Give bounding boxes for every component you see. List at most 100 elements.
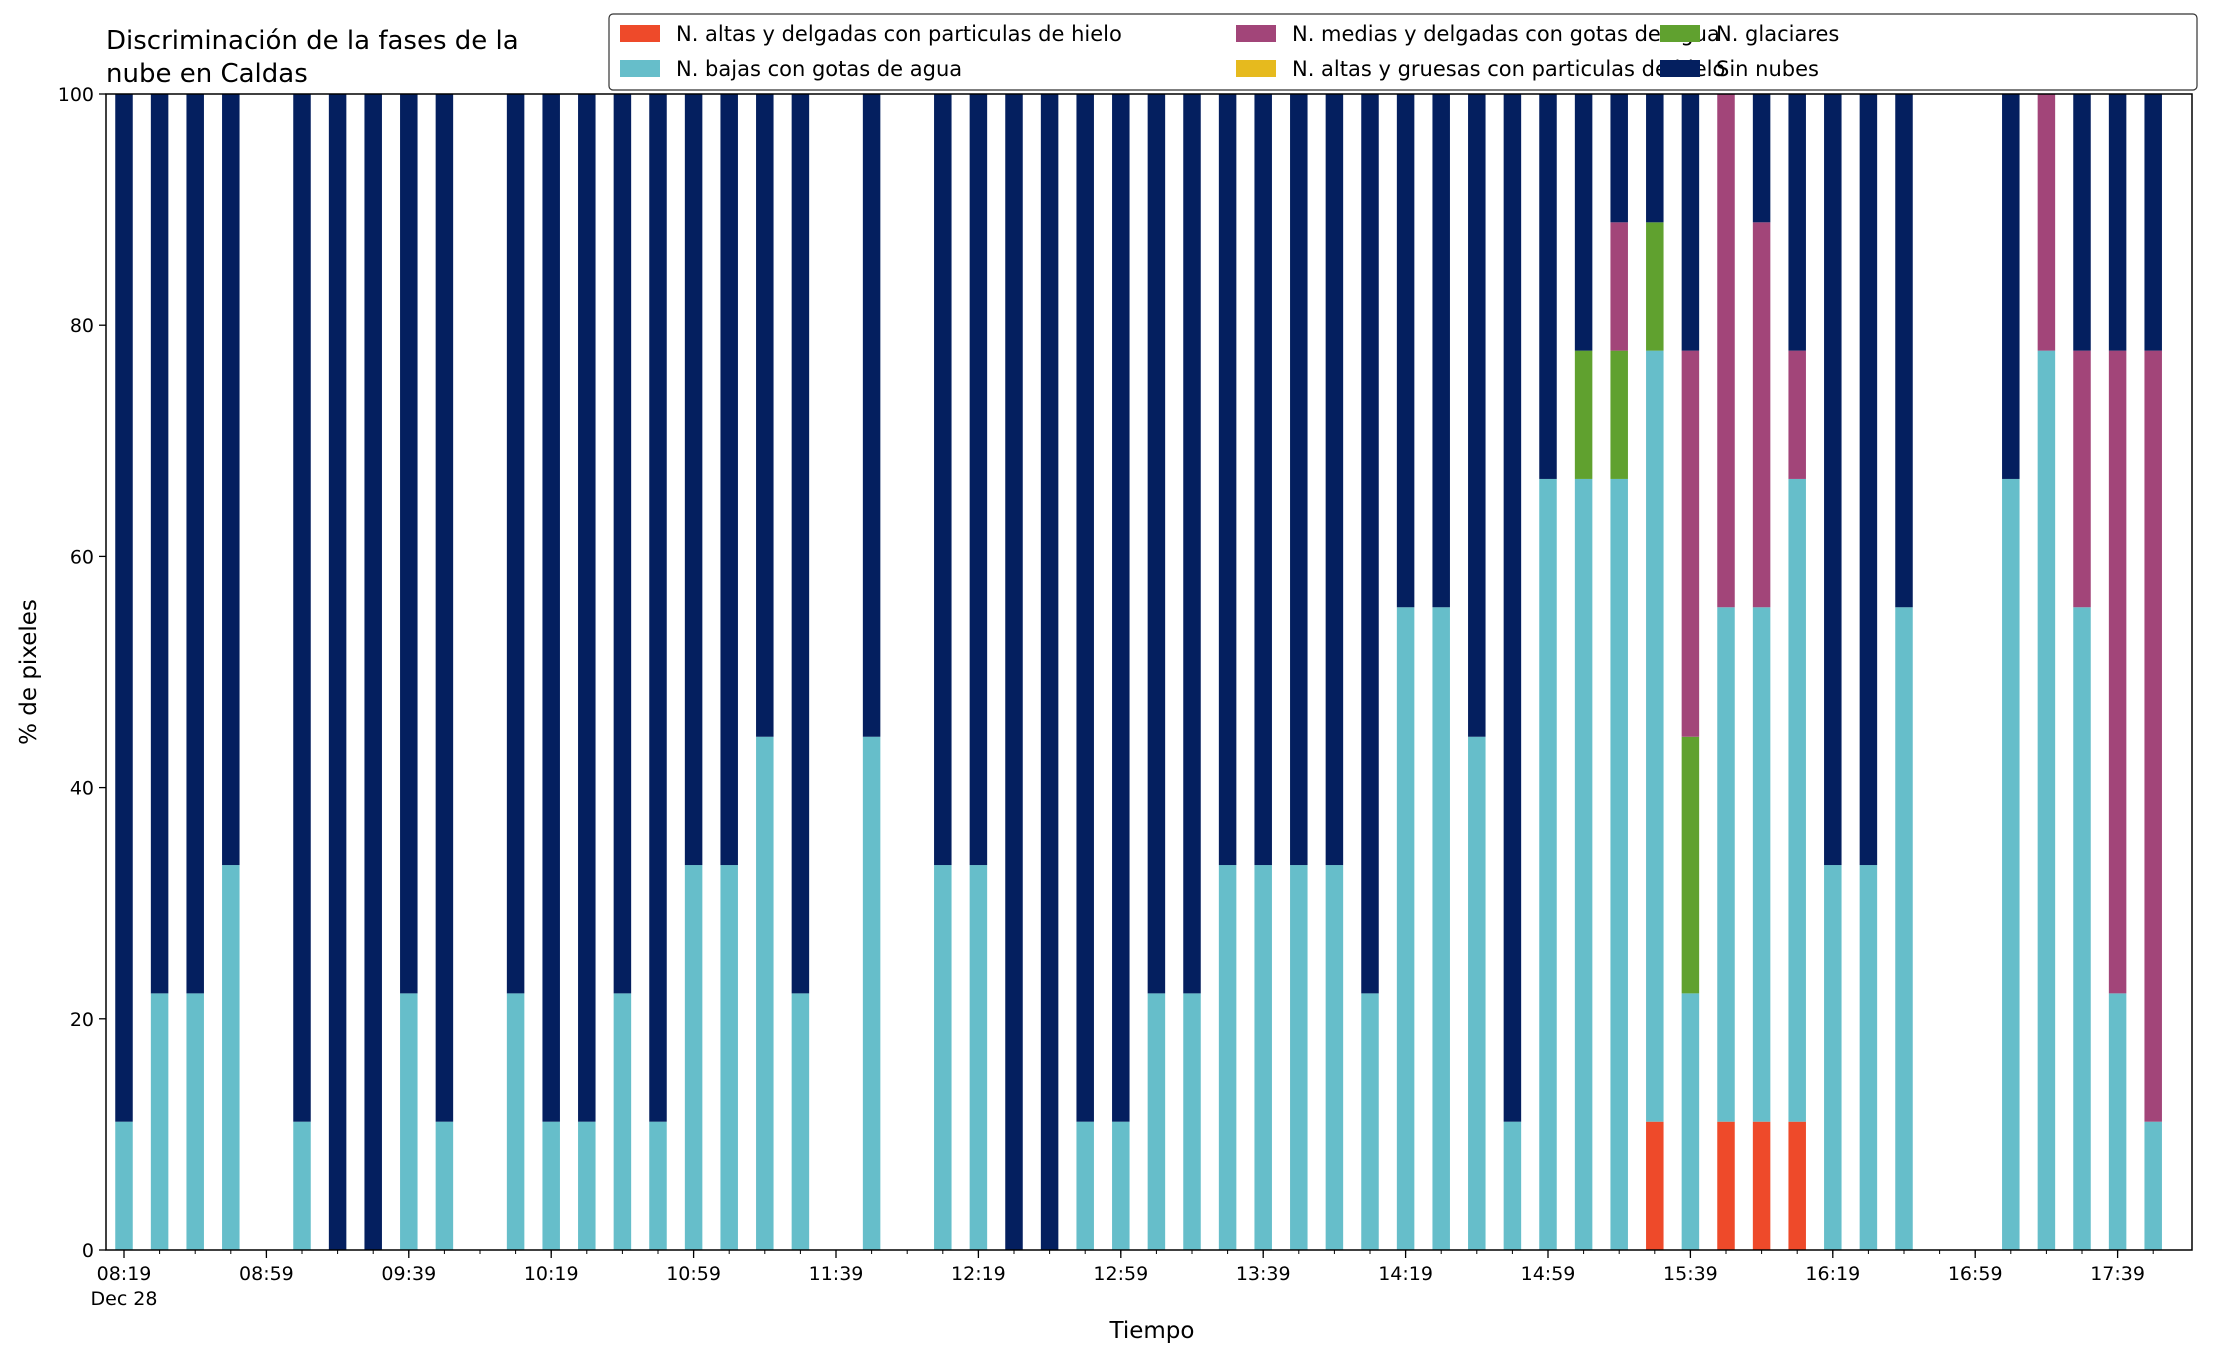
bar-segment — [2144, 94, 2162, 351]
x-tick-label: 08:59 — [239, 1263, 294, 1285]
y-axis-label: % de pixeles — [16, 599, 42, 745]
bar-segment — [613, 94, 632, 994]
x-date-label: Dec 28 — [91, 1288, 158, 1310]
bar-segment — [1788, 94, 1806, 351]
legend-swatch — [1236, 60, 1276, 77]
legend-frame — [608, 13, 2198, 91]
bar-segment — [862, 94, 881, 737]
bar-segment — [2037, 350, 2056, 1250]
bar-segment — [1076, 94, 1094, 1122]
bar-segment — [1005, 94, 1023, 1250]
bar-segment — [1681, 350, 1700, 737]
legend-label: N. altas y delgadas con particulas de hi… — [676, 22, 1122, 46]
bar-segment — [1396, 607, 1415, 1250]
legend-label: Sin nubes — [1716, 57, 1819, 81]
x-axis-label: Tiempo — [1109, 1318, 1195, 1344]
bar-segment — [1788, 350, 1806, 479]
bar-segment — [1040, 94, 1059, 1250]
bar-segment — [1788, 1121, 1806, 1250]
bar-segment — [934, 865, 952, 1250]
bar-segment — [1468, 736, 1486, 1250]
bar-segment — [1752, 1121, 1771, 1250]
bar-segment — [1503, 1121, 1522, 1250]
legend-label: N. medias y delgadas con gotas de agua — [1292, 22, 1720, 46]
bar-segment — [756, 94, 774, 737]
x-tick-label: 09:39 — [381, 1263, 436, 1285]
x-tick-label: 12:59 — [1093, 1263, 1148, 1285]
bars-group — [115, 94, 2162, 1250]
bar-segment — [435, 94, 454, 1122]
y-tick-label: 100 — [58, 84, 94, 106]
bar-segment — [2144, 350, 2162, 1122]
bar-segment — [1646, 222, 1664, 351]
bar-segment — [400, 993, 418, 1250]
chart-title: Discriminación de la fases de la nube en… — [106, 26, 519, 89]
bar-segment — [435, 1121, 454, 1250]
bar-segment — [1646, 94, 1664, 223]
bar-segment — [222, 94, 240, 866]
x-tick-label: 16:59 — [1948, 1263, 2003, 1285]
bar-segment — [649, 1121, 667, 1250]
legend-label: N. glaciares — [1716, 22, 1839, 46]
bar-segment — [1824, 865, 1842, 1250]
bar-segment — [578, 94, 596, 1122]
bar-segment — [791, 94, 810, 994]
bar-segment — [186, 94, 204, 994]
bar-segment — [542, 1121, 560, 1250]
legend-swatch — [1236, 25, 1276, 42]
x-tick-label: 10:19 — [524, 1263, 579, 1285]
bar-segment — [2073, 607, 2091, 1250]
bar-segment — [1681, 736, 1700, 994]
bar-segment — [720, 865, 738, 1250]
bar-segment — [2108, 94, 2127, 351]
bar-segment — [1574, 94, 1593, 351]
bar-segment — [1895, 607, 1913, 1250]
x-axis: 08:19 08:59 09:39 10:19 10:59 11:39 12:19 12:59… — [91, 1250, 2154, 1310]
bar-segment — [2108, 993, 2127, 1250]
bar-segment — [1361, 94, 1379, 994]
x-tick-label: 14:59 — [1521, 1263, 1576, 1285]
bar-segment — [862, 736, 881, 1250]
bar-segment — [1076, 1121, 1094, 1250]
bar-segment — [1895, 94, 1913, 608]
bar-segment — [1681, 993, 1700, 1250]
plot-area-frame — [105, 93, 2193, 1251]
bar-segment — [364, 94, 382, 1250]
bar-segment — [400, 94, 418, 994]
y-tick-label: 40 — [70, 778, 94, 800]
bar-segment — [293, 1121, 311, 1250]
bar-segment — [506, 993, 525, 1250]
bar-segment — [1361, 993, 1379, 1250]
x-tick-label: 11:39 — [809, 1263, 864, 1285]
bar-segment — [1717, 607, 1735, 1122]
bar-segment — [1539, 94, 1557, 479]
bar-segment — [1112, 1121, 1130, 1250]
x-tick-label: 15:39 — [1663, 1263, 1718, 1285]
bar-segment — [1396, 94, 1415, 608]
legend-label: N. altas y gruesas con particulas de hie… — [1292, 57, 1725, 81]
bar-segment — [2144, 1121, 2162, 1250]
bar-segment — [1788, 478, 1806, 1122]
bar-segment — [2108, 350, 2127, 994]
y-tick-label: 0 — [82, 1240, 94, 1262]
bar-segment — [328, 94, 347, 1250]
bar-segment — [542, 94, 560, 1122]
legend-swatch — [1660, 25, 1700, 42]
bar-segment — [2002, 478, 2020, 1250]
bar-segment — [613, 993, 632, 1250]
y-tick-label: 60 — [70, 546, 94, 568]
bar-segment — [649, 94, 667, 1122]
y-tick-label: 20 — [70, 1009, 94, 1031]
legend: N. altas y delgadas con particulas de hi… — [608, 13, 2198, 91]
bar-segment — [150, 993, 169, 1250]
bar-segment — [791, 993, 810, 1250]
bar-segment — [1646, 1121, 1664, 1250]
bar-segment — [1610, 222, 1628, 351]
bar-segment — [150, 94, 169, 994]
x-tick-label: 17:39 — [2090, 1263, 2145, 1285]
bar-segment — [1610, 478, 1628, 1250]
bar-segment — [1432, 94, 1450, 608]
x-tick-label: 16:19 — [1805, 1263, 1860, 1285]
bar-segment — [1610, 350, 1628, 479]
legend-swatch — [620, 60, 660, 77]
